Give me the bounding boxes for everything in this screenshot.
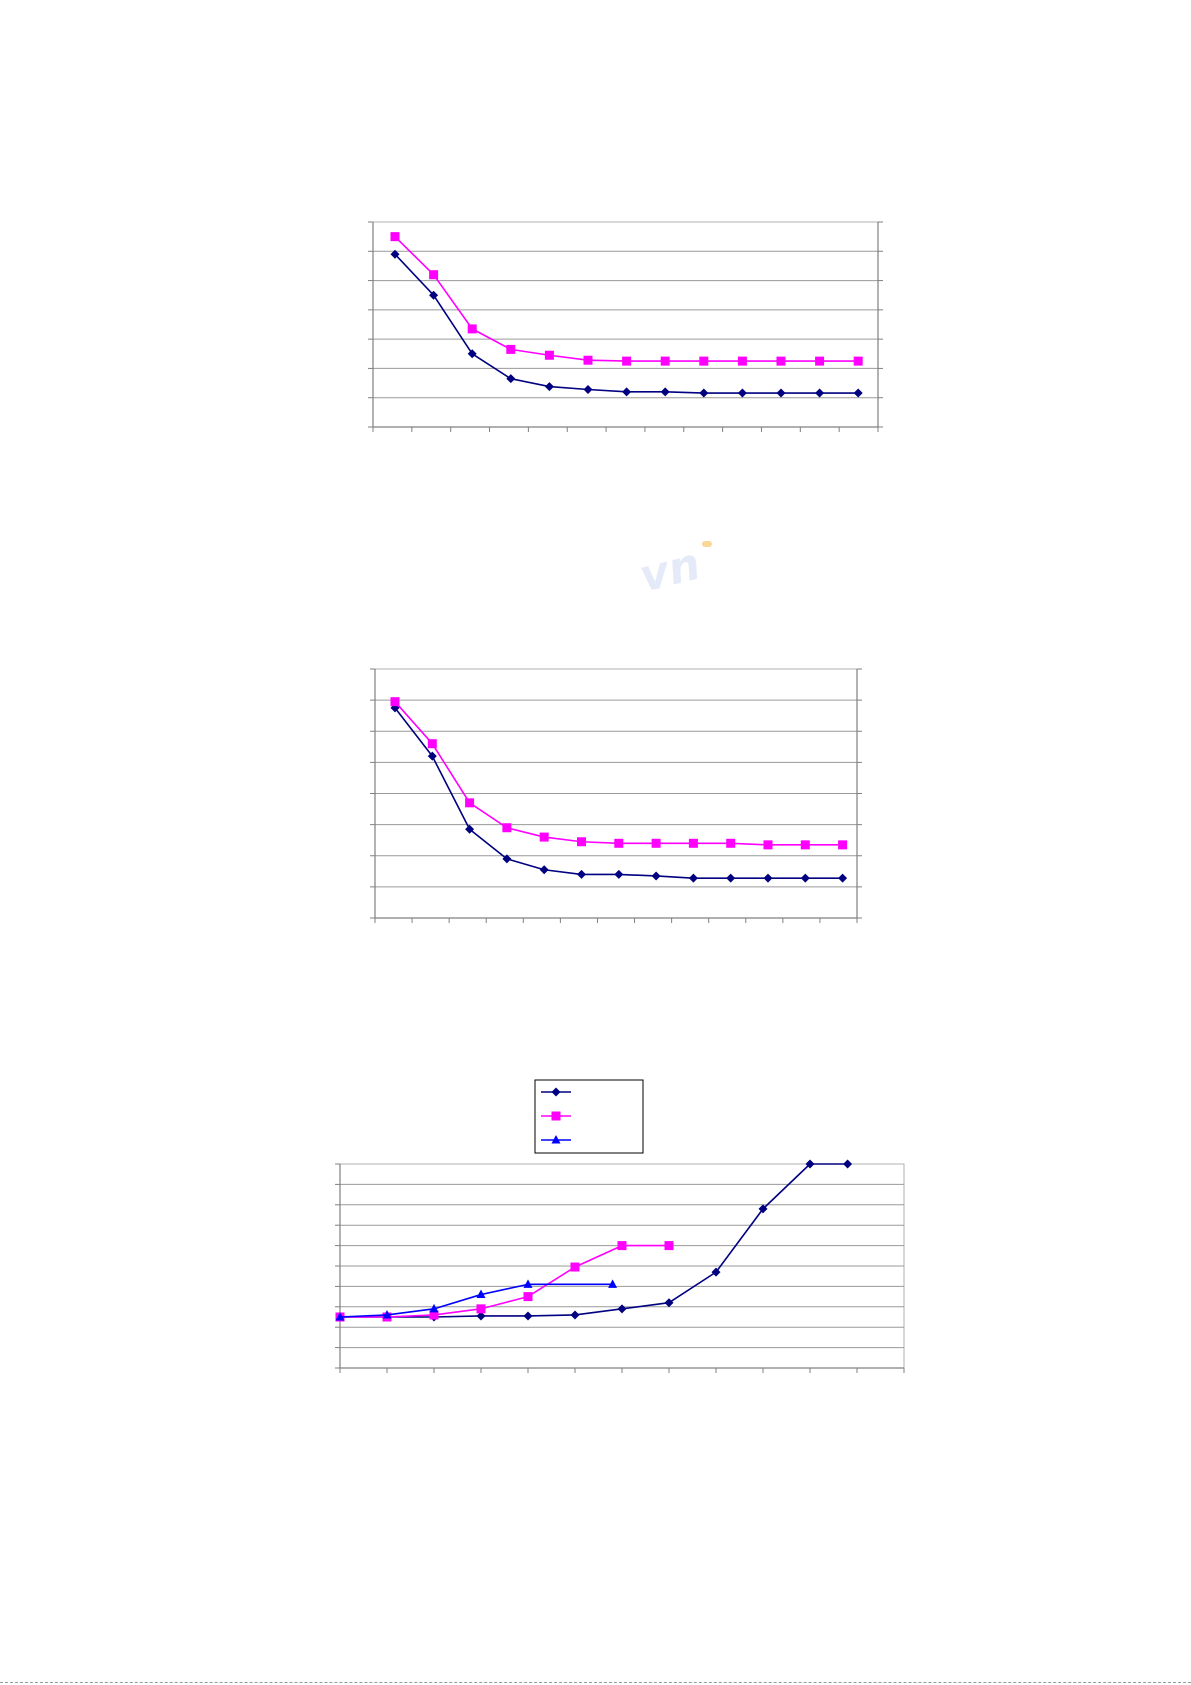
data-point-triangle xyxy=(476,1289,486,1299)
data-point-square xyxy=(651,838,661,848)
series-1 xyxy=(390,249,863,398)
data-point-diamond xyxy=(726,873,736,883)
data-point-square xyxy=(664,1241,674,1251)
data-point-square xyxy=(429,270,439,280)
data-point-square xyxy=(465,798,475,808)
data-point-diamond xyxy=(502,854,512,864)
data-point-diamond xyxy=(664,1298,674,1308)
data-point-diamond xyxy=(544,382,554,392)
data-point-diamond xyxy=(577,869,586,879)
data-point-square xyxy=(476,1304,486,1314)
series-2 xyxy=(390,232,863,366)
chart-1 xyxy=(368,221,883,432)
data-point-diamond xyxy=(853,388,863,398)
data-point-square xyxy=(660,356,670,366)
data-point-diamond xyxy=(465,824,475,834)
data-point-square xyxy=(583,355,593,365)
page-bottom-rule xyxy=(0,1682,1191,1683)
data-point-diamond xyxy=(622,387,632,397)
data-point-diamond xyxy=(763,873,773,883)
data-point-diamond xyxy=(711,1267,721,1277)
series-line xyxy=(394,701,843,846)
data-point-diamond xyxy=(427,751,437,761)
data-point-triangle xyxy=(608,1279,618,1288)
data-point-diamond xyxy=(838,873,848,883)
plot-area-border xyxy=(372,221,879,428)
data-point-diamond xyxy=(805,1159,815,1169)
data-point-triangle xyxy=(429,1303,439,1313)
data-point-diamond xyxy=(660,387,670,397)
data-point-square xyxy=(614,838,624,848)
data-point-diamond xyxy=(843,1159,853,1169)
data-point-square xyxy=(737,356,747,366)
data-point-square xyxy=(617,1241,627,1251)
data-point-diamond xyxy=(467,349,477,359)
legend xyxy=(534,1079,644,1154)
data-point-diamond xyxy=(506,374,516,384)
data-point-square xyxy=(699,356,709,366)
data-point-diamond xyxy=(539,865,549,875)
data-point-diamond xyxy=(758,1204,768,1214)
data-point-square xyxy=(502,823,512,833)
data-point-diamond xyxy=(776,388,786,398)
data-point-square xyxy=(726,838,736,848)
data-point-diamond xyxy=(583,385,593,395)
series-line xyxy=(340,1244,669,1318)
series-line xyxy=(339,1283,613,1318)
data-point-diamond xyxy=(614,869,624,879)
data-point-square xyxy=(800,840,810,850)
data-point-square xyxy=(467,324,477,334)
series-1 xyxy=(390,703,848,883)
series-line xyxy=(394,253,859,394)
data-point-diamond xyxy=(429,290,439,300)
data-point-square xyxy=(853,356,863,366)
data-point-diamond xyxy=(476,1311,486,1321)
data-point-square xyxy=(838,840,848,850)
data-point-square xyxy=(570,1262,580,1272)
data-point-square xyxy=(551,1111,561,1121)
series-line xyxy=(340,1163,848,1318)
data-point-diamond xyxy=(390,249,400,259)
data-point-triangle xyxy=(382,1309,392,1319)
data-point-square xyxy=(776,356,786,366)
data-point-square xyxy=(427,739,437,749)
data-point-square xyxy=(539,832,549,842)
data-point-square xyxy=(544,350,554,360)
data-point-diamond xyxy=(688,873,698,883)
series-2 xyxy=(390,697,848,850)
data-point-diamond xyxy=(551,1087,561,1097)
chart-2 xyxy=(370,668,862,923)
data-point-triangle xyxy=(523,1279,533,1288)
data-point-square xyxy=(390,697,400,707)
data-point-diamond xyxy=(699,388,709,398)
data-point-triangle xyxy=(335,1312,345,1321)
data-point-diamond xyxy=(651,871,661,881)
data-point-diamond xyxy=(570,1310,580,1320)
data-point-diamond xyxy=(800,873,810,883)
data-point-square xyxy=(390,232,400,242)
data-point-square xyxy=(763,840,773,850)
data-point-square xyxy=(815,356,825,366)
chart-3 xyxy=(335,1079,905,1373)
data-point-diamond xyxy=(815,388,825,398)
data-point-diamond xyxy=(523,1311,533,1321)
data-point-diamond xyxy=(617,1304,627,1314)
data-point-square xyxy=(506,344,516,354)
data-point-square xyxy=(622,356,632,366)
series-1 xyxy=(335,1159,853,1322)
data-point-square xyxy=(577,837,586,847)
watermark-dot xyxy=(702,541,712,547)
data-point-square xyxy=(523,1292,533,1302)
data-point-square xyxy=(688,838,698,848)
data-point-triangle xyxy=(551,1135,561,1144)
data-point-square xyxy=(429,1310,439,1320)
series-3 xyxy=(335,1279,618,1321)
data-point-diamond xyxy=(737,388,747,398)
